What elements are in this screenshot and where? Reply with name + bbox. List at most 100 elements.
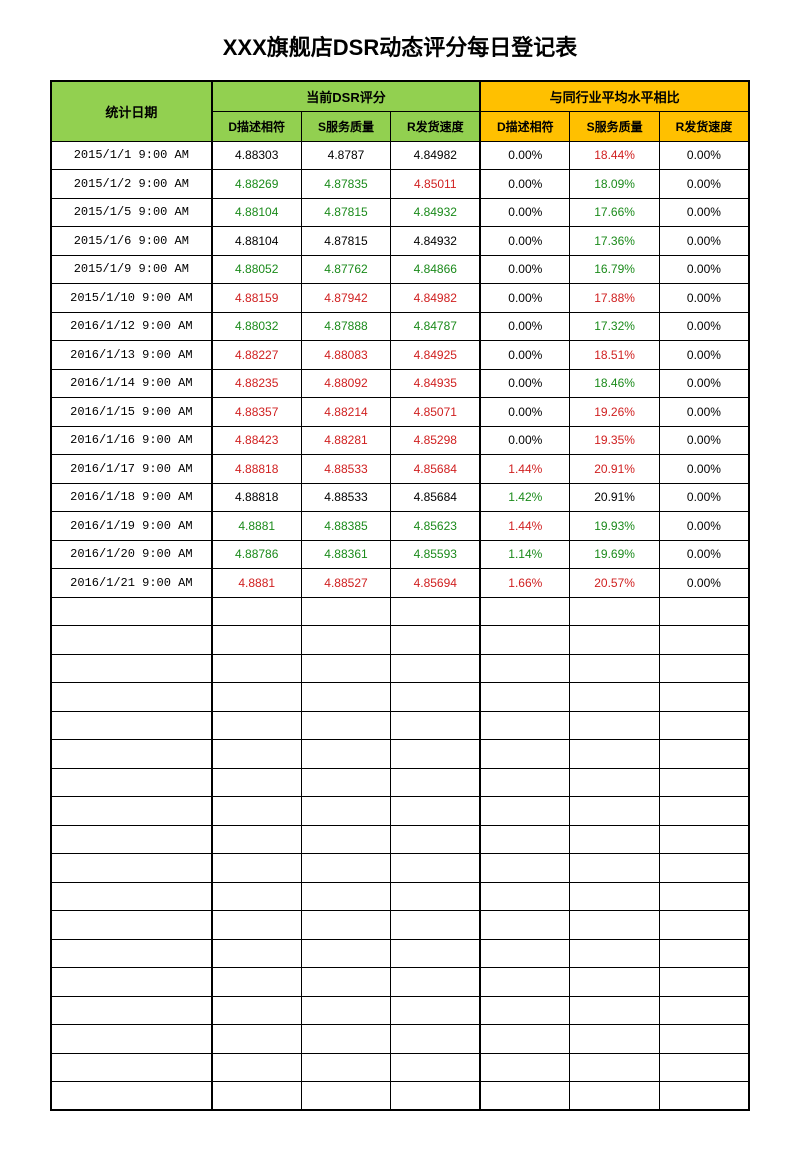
cell-empty bbox=[391, 597, 481, 626]
table-row-empty bbox=[51, 1053, 749, 1082]
cell-empty bbox=[570, 768, 660, 797]
cell-empty bbox=[480, 683, 570, 712]
cell-empty bbox=[570, 711, 660, 740]
cell-r: 4.84982 bbox=[391, 141, 481, 170]
table-row: 2015/1/10 9:00 AM4.881594.879424.849820.… bbox=[51, 284, 749, 313]
cell-empty bbox=[570, 939, 660, 968]
cell-s: 4.87942 bbox=[301, 284, 391, 313]
cell-rp: 0.00% bbox=[659, 312, 749, 341]
table-row-empty bbox=[51, 996, 749, 1025]
cell-empty bbox=[301, 768, 391, 797]
cell-empty bbox=[570, 1025, 660, 1054]
cell-empty bbox=[51, 1082, 212, 1111]
cell-empty bbox=[301, 740, 391, 769]
cell-sp: 18.51% bbox=[570, 341, 660, 370]
header-s: S服务质量 bbox=[301, 111, 391, 141]
cell-s: 4.88083 bbox=[301, 341, 391, 370]
cell-empty bbox=[51, 683, 212, 712]
cell-empty bbox=[212, 683, 302, 712]
cell-empty bbox=[480, 939, 570, 968]
cell-empty bbox=[51, 825, 212, 854]
cell-empty bbox=[51, 626, 212, 655]
cell-empty bbox=[570, 1053, 660, 1082]
table-row: 2016/1/15 9:00 AM4.883574.882144.850710.… bbox=[51, 398, 749, 427]
cell-empty bbox=[301, 882, 391, 911]
cell-r: 4.85623 bbox=[391, 512, 481, 541]
cell-sp: 20.91% bbox=[570, 455, 660, 484]
cell-dp: 1.66% bbox=[480, 569, 570, 598]
cell-empty bbox=[51, 882, 212, 911]
cell-empty bbox=[570, 882, 660, 911]
cell-dp: 0.00% bbox=[480, 426, 570, 455]
table-row-empty bbox=[51, 911, 749, 940]
cell-date: 2015/1/9 9:00 AM bbox=[51, 255, 212, 284]
header-dp: D描述相符 bbox=[480, 111, 570, 141]
cell-empty bbox=[480, 711, 570, 740]
cell-d: 4.88159 bbox=[212, 284, 302, 313]
cell-date: 2016/1/20 9:00 AM bbox=[51, 540, 212, 569]
cell-empty bbox=[51, 939, 212, 968]
table-row: 2016/1/19 9:00 AM4.88814.883854.856231.4… bbox=[51, 512, 749, 541]
cell-empty bbox=[51, 1025, 212, 1054]
cell-empty bbox=[301, 911, 391, 940]
cell-empty bbox=[212, 825, 302, 854]
cell-s: 4.8787 bbox=[301, 141, 391, 170]
cell-date: 2016/1/13 9:00 AM bbox=[51, 341, 212, 370]
cell-empty bbox=[659, 996, 749, 1025]
cell-sp: 19.26% bbox=[570, 398, 660, 427]
cell-empty bbox=[212, 768, 302, 797]
cell-empty bbox=[659, 1025, 749, 1054]
cell-empty bbox=[391, 968, 481, 997]
cell-empty bbox=[51, 711, 212, 740]
cell-empty bbox=[480, 968, 570, 997]
cell-empty bbox=[659, 1053, 749, 1082]
cell-s: 4.87815 bbox=[301, 227, 391, 256]
cell-empty bbox=[480, 1082, 570, 1111]
table-row-empty bbox=[51, 768, 749, 797]
cell-empty bbox=[212, 797, 302, 826]
cell-empty bbox=[391, 626, 481, 655]
cell-dp: 1.44% bbox=[480, 455, 570, 484]
cell-sp: 17.66% bbox=[570, 198, 660, 227]
cell-r: 4.85011 bbox=[391, 170, 481, 199]
cell-empty bbox=[212, 711, 302, 740]
cell-empty bbox=[659, 1082, 749, 1111]
cell-empty bbox=[391, 1082, 481, 1111]
cell-s: 4.87835 bbox=[301, 170, 391, 199]
cell-empty bbox=[480, 654, 570, 683]
cell-d: 4.88423 bbox=[212, 426, 302, 455]
cell-empty bbox=[51, 797, 212, 826]
cell-empty bbox=[480, 626, 570, 655]
cell-empty bbox=[212, 996, 302, 1025]
header-r: R发货速度 bbox=[391, 111, 481, 141]
cell-rp: 0.00% bbox=[659, 227, 749, 256]
cell-empty bbox=[480, 882, 570, 911]
cell-empty bbox=[570, 911, 660, 940]
cell-rp: 0.00% bbox=[659, 398, 749, 427]
cell-empty bbox=[51, 768, 212, 797]
cell-dp: 0.00% bbox=[480, 255, 570, 284]
table-row-empty bbox=[51, 683, 749, 712]
table-body: 2015/1/1 9:00 AM4.883034.87874.849820.00… bbox=[51, 141, 749, 1110]
cell-s: 4.88214 bbox=[301, 398, 391, 427]
cell-rp: 0.00% bbox=[659, 341, 749, 370]
cell-empty bbox=[212, 911, 302, 940]
cell-rp: 0.00% bbox=[659, 255, 749, 284]
cell-s: 4.88281 bbox=[301, 426, 391, 455]
cell-d: 4.88269 bbox=[212, 170, 302, 199]
cell-d: 4.88303 bbox=[212, 141, 302, 170]
cell-empty bbox=[212, 597, 302, 626]
cell-d: 4.88235 bbox=[212, 369, 302, 398]
table-row: 2016/1/20 9:00 AM4.887864.883614.855931.… bbox=[51, 540, 749, 569]
cell-r: 4.84787 bbox=[391, 312, 481, 341]
table-row: 2015/1/2 9:00 AM4.882694.878354.850110.0… bbox=[51, 170, 749, 199]
cell-dp: 0.00% bbox=[480, 369, 570, 398]
cell-empty bbox=[51, 911, 212, 940]
cell-empty bbox=[480, 996, 570, 1025]
cell-empty bbox=[51, 654, 212, 683]
cell-empty bbox=[570, 797, 660, 826]
table-row: 2015/1/5 9:00 AM4.881044.878154.849320.0… bbox=[51, 198, 749, 227]
cell-date: 2015/1/10 9:00 AM bbox=[51, 284, 212, 313]
cell-s: 4.88533 bbox=[301, 483, 391, 512]
cell-empty bbox=[659, 768, 749, 797]
